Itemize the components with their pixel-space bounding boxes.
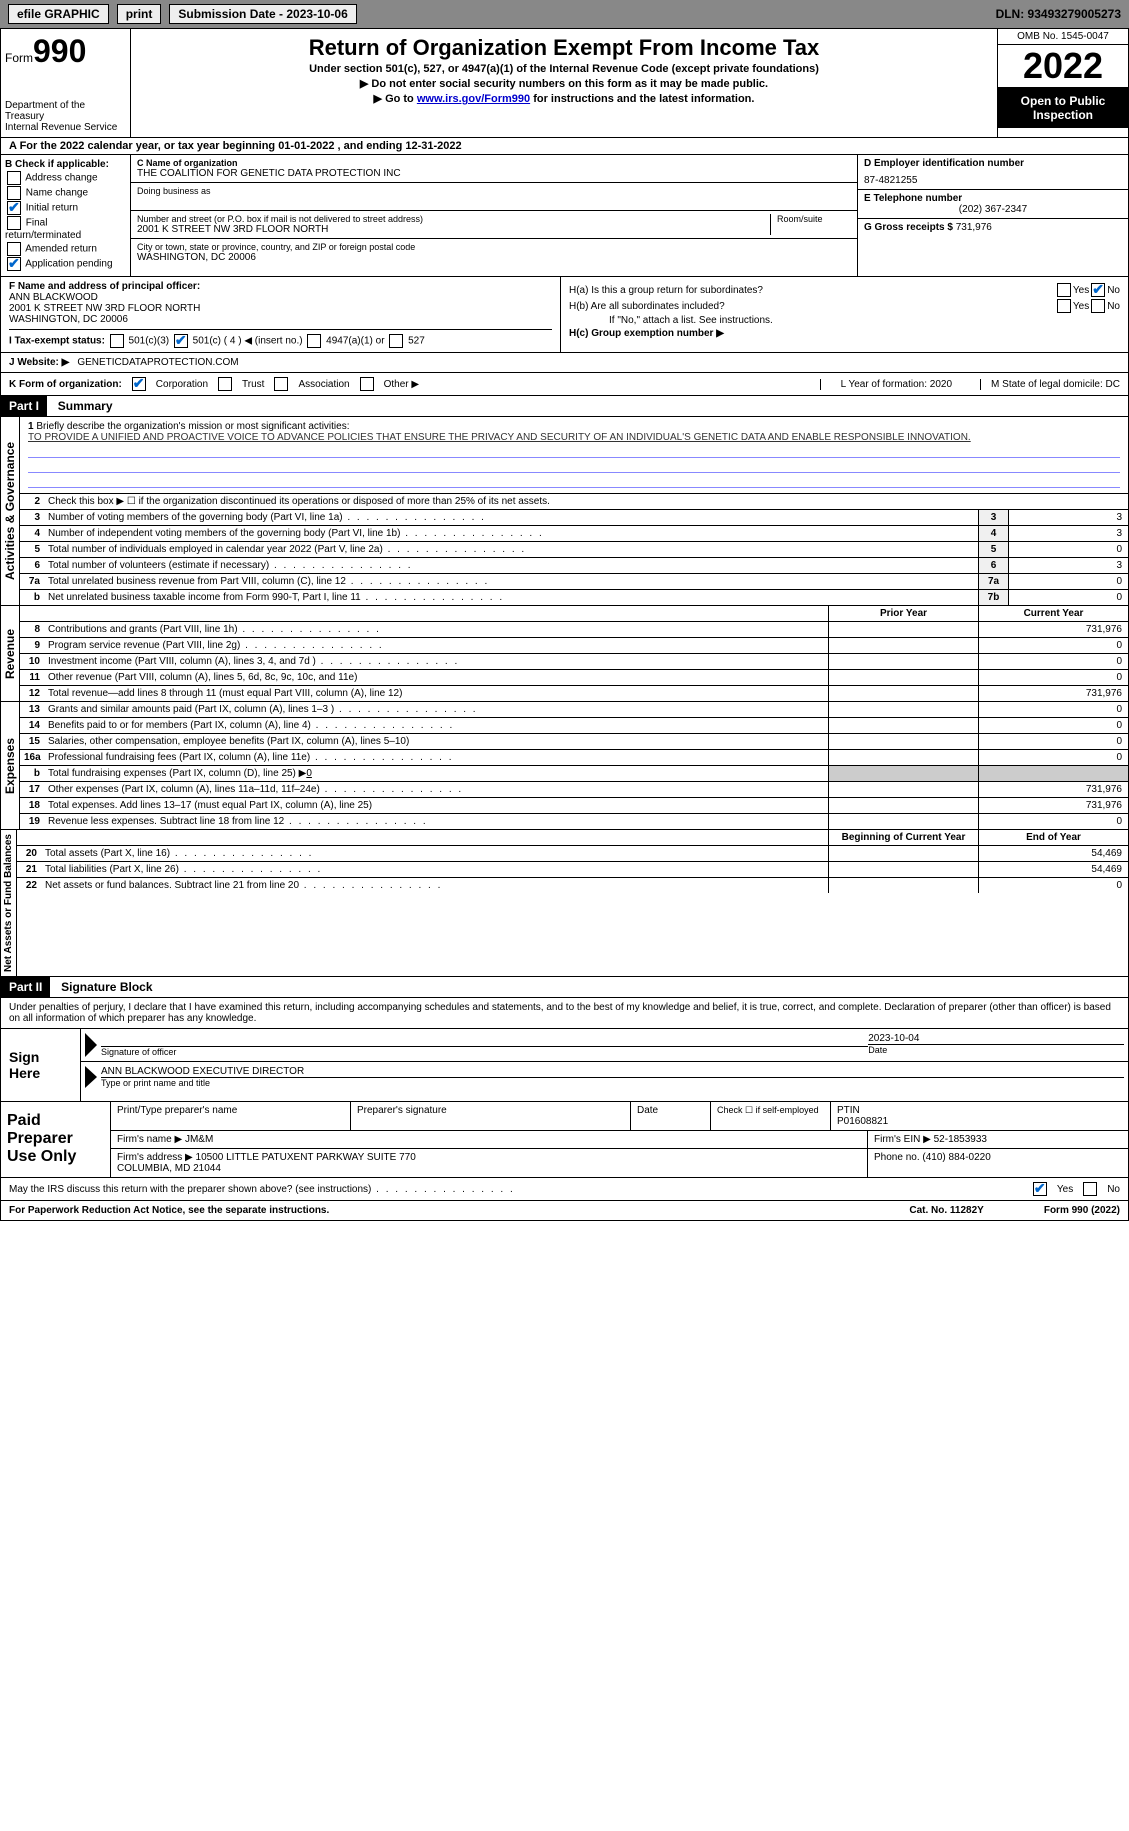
form-number: Form990 — [5, 33, 126, 70]
discuss-row: May the IRS discuss this return with the… — [0, 1178, 1129, 1201]
gross-receipts: 731,976 — [956, 222, 992, 233]
form-header: Form990 Department of the Treasury Inter… — [0, 28, 1129, 138]
net-assets-section: Net Assets or Fund Balances Beginning of… — [0, 830, 1129, 977]
chk-trust[interactable] — [218, 377, 232, 391]
part1-header: Part I — [1, 396, 47, 416]
activities-governance: Activities & Governance 1 Briefly descri… — [0, 417, 1129, 606]
ein: 87-4821255 — [864, 175, 1122, 186]
col-d: D Employer identification number 87-4821… — [858, 155, 1128, 276]
v4: 3 — [1008, 526, 1128, 541]
ssn-note: ▶ Do not enter social security numbers o… — [135, 77, 993, 90]
arrow-icon — [85, 1033, 97, 1057]
chk-501c3[interactable] — [110, 334, 124, 348]
dept-label: Department of the Treasury — [5, 100, 126, 122]
print-button[interactable]: print — [117, 4, 162, 24]
chk-corp[interactable] — [132, 377, 146, 391]
ptin: P01608821 — [837, 1116, 1122, 1127]
v11c: 0 — [978, 670, 1128, 685]
chk-other[interactable] — [360, 377, 374, 391]
irs-link[interactable]: www.irs.gov/Form990 — [417, 93, 530, 105]
v14c: 0 — [978, 718, 1128, 733]
ha-yes[interactable] — [1057, 283, 1071, 297]
discuss-yes[interactable] — [1033, 1182, 1047, 1196]
officer-name-title: ANN BLACKWOOD EXECUTIVE DIRECTOR — [101, 1066, 1124, 1078]
chk-app-pending[interactable]: Application pending — [5, 257, 126, 271]
expenses-section: Expenses 13Grants and similar amounts pa… — [0, 702, 1129, 830]
col-c: C Name of organization THE COALITION FOR… — [131, 155, 858, 276]
footer: For Paperwork Reduction Act Notice, see … — [0, 1201, 1129, 1221]
top-toolbar: efile GRAPHIC print Submission Date - 20… — [0, 0, 1129, 28]
hb-yes[interactable] — [1057, 299, 1071, 313]
submission-date: Submission Date - 2023-10-06 — [169, 4, 356, 24]
ha-no[interactable] — [1091, 283, 1105, 297]
col-b: B Check if applicable: Address change Na… — [1, 155, 131, 276]
v22c: 0 — [978, 878, 1128, 893]
v5: 0 — [1008, 542, 1128, 557]
chk-4947[interactable] — [307, 334, 321, 348]
row-a: A For the 2022 calendar year, or tax yea… — [0, 138, 1129, 155]
firm-ein: 52-1853933 — [934, 1134, 987, 1145]
v20c: 54,469 — [978, 846, 1128, 861]
col-h: H(a) Is this a group return for subordin… — [561, 277, 1128, 352]
v18c: 731,976 — [978, 798, 1128, 813]
chk-527[interactable] — [389, 334, 403, 348]
year-formation: L Year of formation: 2020 — [820, 379, 972, 390]
v16ac: 0 — [978, 750, 1128, 765]
line-1: 1 Briefly describe the organization's mi… — [20, 417, 1128, 494]
v12c: 731,976 — [978, 686, 1128, 701]
v9c: 0 — [978, 638, 1128, 653]
hb-no[interactable] — [1091, 299, 1105, 313]
chk-final[interactable]: Final return/terminated — [5, 216, 126, 241]
v7b: 0 — [1008, 590, 1128, 605]
mission-text: TO PROVIDE A UNIFIED AND PROACTIVE VOICE… — [28, 432, 1120, 443]
signature-declaration: Under penalties of perjury, I declare th… — [0, 998, 1129, 1029]
row-j: J Website: ▶ GENETICDATAPROTECTION.COM — [0, 353, 1129, 373]
form-title: Return of Organization Exempt From Incom… — [135, 35, 993, 61]
revenue-section: Revenue Prior YearCurrent Year 8Contribu… — [0, 606, 1129, 702]
irs-label: Internal Revenue Service — [5, 122, 126, 133]
sign-here-block: Sign Here Signature of officer 2023-10-0… — [0, 1029, 1129, 1102]
telephone: (202) 367-2347 — [864, 204, 1122, 215]
v7a: 0 — [1008, 574, 1128, 589]
section-fh: F Name and address of principal officer:… — [0, 277, 1129, 353]
v10c: 0 — [978, 654, 1128, 669]
form-subtitle: Under section 501(c), 527, or 4947(a)(1)… — [135, 63, 993, 75]
v6: 3 — [1008, 558, 1128, 573]
omb-number: OMB No. 1545-0047 — [998, 29, 1128, 45]
firm-name: JM&M — [185, 1134, 213, 1145]
tax-year: 2022 — [998, 45, 1128, 88]
part2-header: Part II — [1, 977, 50, 997]
open-to-public: Open to Public Inspection — [998, 88, 1128, 128]
chk-assoc[interactable] — [274, 377, 288, 391]
row-klm: K Form of organization: Corporation Trus… — [0, 373, 1129, 396]
officer-name: ANN BLACKWOOD — [9, 292, 552, 303]
firm-phone: (410) 884-0220 — [922, 1152, 990, 1163]
section-bcd: B Check if applicable: Address change Na… — [0, 155, 1129, 277]
website: GENETICDATAPROTECTION.COM — [77, 357, 238, 368]
col-f: F Name and address of principal officer:… — [1, 277, 561, 352]
v17c: 731,976 — [978, 782, 1128, 797]
chk-amended[interactable]: Amended return — [5, 242, 126, 256]
discuss-no[interactable] — [1083, 1182, 1097, 1196]
state-domicile: M State of legal domicile: DC — [980, 379, 1120, 390]
dln: DLN: 93493279005273 — [996, 7, 1121, 21]
v19c: 0 — [978, 814, 1128, 829]
city: WASHINGTON, DC 20006 — [137, 252, 851, 263]
v8c: 731,976 — [978, 622, 1128, 637]
v3: 3 — [1008, 510, 1128, 525]
org-name: THE COALITION FOR GENETIC DATA PROTECTIO… — [137, 168, 851, 179]
chk-address[interactable]: Address change — [5, 171, 126, 185]
street: 2001 K STREET NW 3RD FLOOR NORTH — [137, 224, 764, 235]
arrow-icon — [85, 1066, 97, 1088]
goto-note: ▶ Go to www.irs.gov/Form990 for instruct… — [135, 92, 993, 105]
chk-name[interactable]: Name change — [5, 186, 126, 200]
chk-501c[interactable] — [174, 334, 188, 348]
chk-initial[interactable]: Initial return — [5, 201, 126, 215]
efile-label: efile GRAPHIC — [8, 4, 109, 24]
v21c: 54,469 — [978, 862, 1128, 877]
sig-date: 2023-10-04 — [868, 1033, 1124, 1045]
v13c: 0 — [978, 702, 1128, 717]
paid-preparer-block: Paid Preparer Use Only Print/Type prepar… — [0, 1102, 1129, 1178]
v15c: 0 — [978, 734, 1128, 749]
